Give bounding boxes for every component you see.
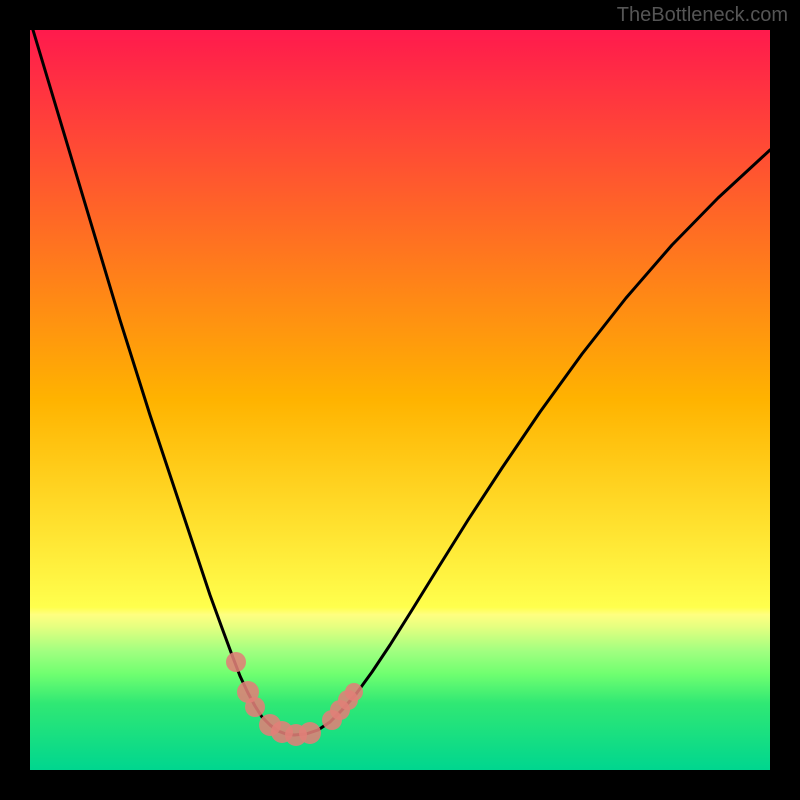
data-marker xyxy=(245,697,265,717)
data-marker xyxy=(226,652,246,672)
data-marker xyxy=(299,722,321,744)
left-curve xyxy=(30,20,294,735)
watermark-text: TheBottleneck.com xyxy=(617,4,788,27)
chart-svg xyxy=(30,30,770,770)
marker-group xyxy=(226,652,363,746)
data-marker xyxy=(345,683,363,701)
plot-area xyxy=(30,30,770,770)
right-curve xyxy=(294,150,770,735)
